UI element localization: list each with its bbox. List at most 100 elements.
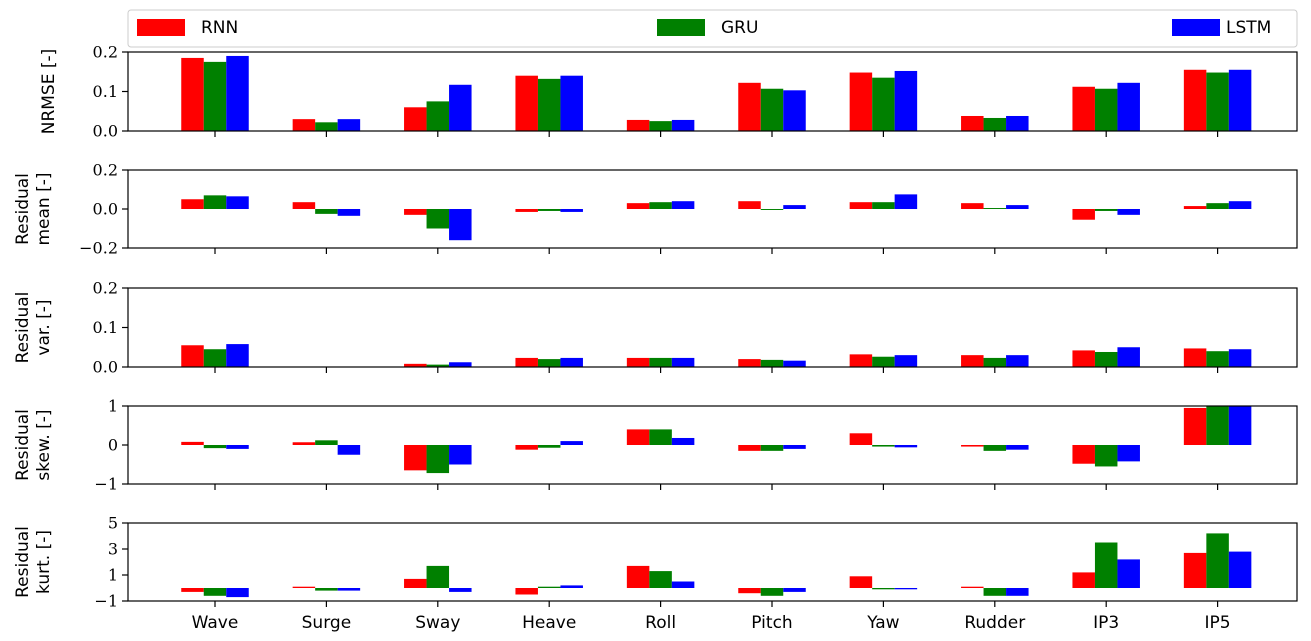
bar-4-gru-surge — [315, 440, 338, 445]
bar-1-lstm-pitch — [783, 90, 806, 131]
bar-4-lstm-pitch — [783, 445, 806, 449]
bar-1-lstm-surge — [337, 119, 361, 131]
bar-1-rnn-yaw — [849, 72, 873, 131]
bar-2-lstm-yaw — [894, 194, 918, 210]
bar-2-gru-yaw — [872, 202, 895, 209]
bar-2-gru-heave — [537, 209, 561, 211]
bar-2-lstm-roll — [671, 201, 695, 209]
bar-5-gru-wave — [203, 588, 227, 596]
bar-3-lstm-rudder — [1006, 355, 1029, 367]
bar-5-gru-ip3 — [1094, 542, 1118, 588]
bar-5-lstm-ip5 — [1228, 551, 1252, 588]
bar-1-gru-rudder — [983, 117, 1007, 131]
bar-1-gru-sway — [426, 101, 450, 132]
x-axis: Wave Surge Sway Heave Roll Pitch Yaw Rudder IP3 I… — [192, 613, 1231, 633]
bar-3-lstm-heave — [560, 357, 583, 367]
bar-1-rnn-ip3 — [1072, 86, 1095, 131]
ytick-label: 0.2 — [93, 161, 118, 180]
bar-1-gru-ip5 — [1206, 72, 1229, 131]
xtick-label-rudder: Rudder — [964, 613, 1025, 633]
ytick-label: 3 — [108, 540, 118, 559]
bar-4-rnn-wave — [181, 441, 204, 445]
bar-2-lstm-ip5 — [1228, 201, 1252, 209]
bar-2-rnn-wave — [181, 199, 204, 209]
bar-2-gru-roll — [649, 202, 672, 209]
ylabel-1: NRMSE [-] — [39, 49, 59, 135]
bar-4-rnn-ip5 — [1183, 407, 1207, 445]
bar-5-rnn-surge — [292, 586, 316, 588]
bar-3-rnn-roll — [626, 357, 650, 367]
legend-label-gru: GRU — [721, 18, 758, 38]
bar-4-lstm-yaw — [894, 445, 918, 448]
bar-3-lstm-sway — [449, 362, 472, 367]
bar-5-rnn-yaw — [849, 576, 873, 588]
bar-5-rnn-wave — [181, 588, 204, 592]
bar-1-rnn-pitch — [738, 82, 761, 131]
ylabel-3-line-1: Residual — [13, 292, 33, 364]
bar-5-rnn-ip3 — [1072, 572, 1095, 588]
bar-3-gru-ip3 — [1094, 351, 1118, 367]
bar-5-lstm-wave — [226, 588, 249, 598]
bar-1-rnn-sway — [404, 107, 427, 131]
bar-2-rnn-ip5 — [1183, 206, 1207, 209]
bar-1-lstm-ip5 — [1228, 69, 1252, 131]
bar-3-lstm-ip5 — [1228, 349, 1252, 367]
bar-4-gru-rudder — [983, 445, 1007, 451]
bar-5-lstm-rudder — [1006, 588, 1029, 596]
bar-5-rnn-roll — [626, 565, 650, 588]
bar-2-gru-sway — [426, 209, 450, 229]
bar-4-lstm-surge — [337, 445, 361, 455]
ytick-label: 0.0 — [93, 200, 118, 219]
xtick-label-sway: Sway — [415, 613, 460, 633]
bar-3-rnn-yaw — [849, 354, 873, 367]
bar-1-gru-roll — [649, 121, 672, 132]
bar-4-gru-heave — [537, 445, 561, 448]
panel-4: −1 0 1 Residual skew. [-] — [13, 397, 1298, 494]
bar-4-gru-sway — [426, 445, 450, 474]
xtick-label-ip3: IP3 — [1093, 613, 1119, 633]
bar-3-gru-yaw — [872, 356, 895, 367]
bar-5-gru-roll — [649, 571, 672, 588]
bar-3-gru-rudder — [983, 357, 1007, 367]
xtick-label-ip5: IP5 — [1205, 613, 1231, 633]
bar-5-gru-pitch — [760, 588, 784, 596]
xtick-label-wave: Wave — [192, 613, 239, 633]
bar-2-rnn-yaw — [849, 202, 873, 209]
bar-5-rnn-sway — [404, 578, 427, 588]
panel-2: −0.2 0.0 0.2 Residual mean [-] — [13, 161, 1298, 258]
ylabel-5-line-1: Residual — [13, 526, 33, 598]
legend-frame — [127, 9, 1298, 48]
bar-2-lstm-wave — [226, 196, 249, 209]
bar-4-gru-roll — [649, 429, 672, 445]
legend: RNN GRU LSTM — [127, 9, 1298, 48]
bar-5-gru-ip5 — [1206, 533, 1229, 588]
bar-3-lstm-yaw — [894, 355, 918, 367]
bar-3-lstm-roll — [671, 357, 695, 367]
bar-2-lstm-ip3 — [1117, 209, 1140, 215]
ytick-label: −1 — [94, 475, 118, 494]
bar-2-lstm-rudder — [1006, 205, 1029, 209]
bar-5-gru-surge — [315, 588, 338, 591]
bar-1-lstm-heave — [560, 75, 583, 131]
ylabel-3-line-2: var. [-] — [34, 299, 54, 355]
bar-4-lstm-ip5 — [1228, 406, 1252, 445]
bar-1-gru-wave — [203, 61, 227, 131]
bar-2-gru-ip5 — [1206, 203, 1229, 209]
bar-5-rnn-ip5 — [1183, 552, 1207, 588]
bar-5-lstm-yaw — [894, 588, 918, 590]
bar-2-gru-ip3 — [1094, 209, 1118, 211]
bar-4-rnn-surge — [292, 442, 316, 445]
bar-3-gru-pitch — [760, 359, 784, 367]
bar-2-gru-pitch — [760, 209, 784, 210]
bar-4-rnn-roll — [626, 429, 650, 445]
bar-5-lstm-surge — [337, 588, 361, 591]
panel-3: 0.0 0.1 0.2 Residual var. [-] — [13, 279, 1298, 377]
ytick-label: 0.2 — [93, 43, 118, 62]
bar-4-gru-wave — [203, 445, 227, 449]
bar-1-rnn-surge — [292, 119, 316, 131]
xtick-label-roll: Roll — [645, 613, 676, 633]
bar-2-rnn-surge — [292, 202, 316, 209]
bar-1-lstm-ip3 — [1117, 82, 1140, 131]
